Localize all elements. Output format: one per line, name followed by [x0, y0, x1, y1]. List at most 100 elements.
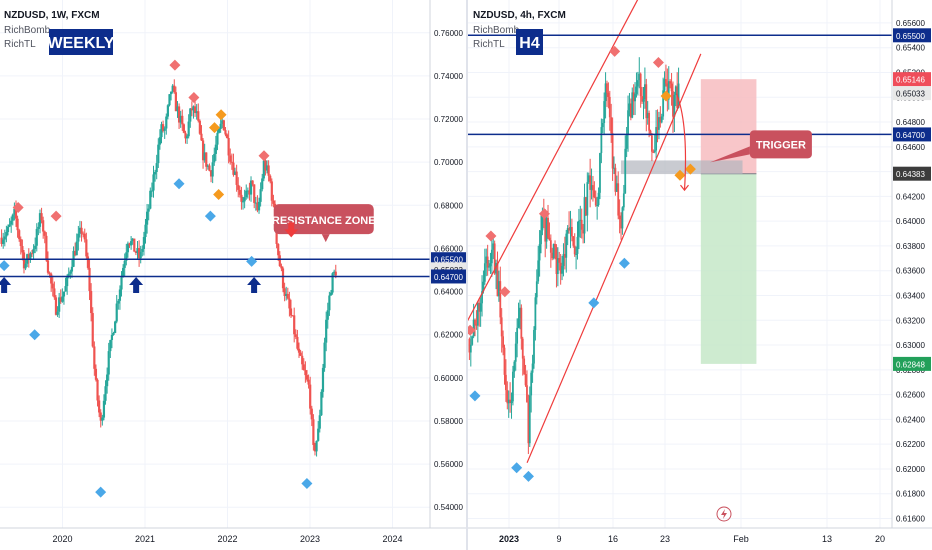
signal-diamond-marker: [485, 230, 497, 242]
candle: [545, 213, 548, 249]
x-tick-label: 2021: [135, 534, 155, 544]
candle: [628, 93, 631, 117]
candle: [325, 311, 328, 352]
take-profit-zone[interactable]: [700, 173, 757, 364]
candle: [294, 329, 297, 340]
candle: [639, 72, 642, 108]
candle: [102, 394, 106, 421]
candle: [299, 349, 302, 357]
h4-indicator-richtl[interactable]: RichTL: [473, 39, 505, 50]
down-arrow-icon: [284, 222, 299, 238]
signal-diamond-marker: [213, 189, 225, 201]
candle: [86, 252, 90, 270]
candle: [208, 163, 211, 172]
candle: [674, 85, 677, 107]
weekly-indicator-richbomb[interactable]: RichBomb: [4, 25, 51, 36]
weekly-chart-panel[interactable]: RESISTANCE ZONE 0.760000.740000.720000.7…: [0, 0, 466, 550]
candle: [104, 380, 107, 405]
stop-loss-zone[interactable]: [700, 79, 757, 174]
y-tick-label: 0.54000: [434, 503, 463, 512]
candle: [608, 90, 611, 131]
candle: [548, 222, 551, 241]
candle: [203, 143, 206, 163]
y-tick-label: 0.58000: [434, 417, 463, 426]
candle: [600, 118, 603, 164]
price-tag: [893, 166, 931, 181]
weekly-time-axis[interactable]: 2020 2021 2022 2023 2024: [52, 534, 402, 544]
x-tick-label: 20: [875, 534, 885, 544]
callout-label: RESISTANCE ZONE: [272, 215, 376, 227]
x-tick-label: 2024: [382, 534, 402, 544]
signal-diamond-marker: [522, 470, 534, 482]
candle: [323, 337, 326, 372]
up-arrow-icon: [129, 277, 144, 293]
signal-diamond-marker: [652, 57, 664, 69]
candle: [312, 414, 315, 451]
candle: [240, 186, 243, 210]
weekly-indicator-richtl[interactable]: RichTL: [4, 39, 36, 50]
y-tick-label: 0.62000: [896, 465, 925, 474]
weekly-price-axis[interactable]: 0.76000 0.74000 0.72000 0.70000 0.68000 0.660…: [434, 29, 463, 512]
lightning-icon[interactable]: [716, 506, 732, 522]
h4-trade-box[interactable]: [620, 79, 757, 364]
y-tick-label: 0.74000: [434, 72, 463, 81]
candle: [666, 68, 669, 112]
candle: [225, 133, 229, 139]
candle: [214, 135, 217, 161]
channel-line[interactable]: [468, 0, 642, 326]
resistance-zone-callout[interactable]: RESISTANCE ZONE: [272, 204, 376, 243]
candle: [528, 386, 531, 448]
candle: [580, 208, 583, 239]
price-tag-label: 0.65033: [896, 90, 925, 99]
candle: [229, 148, 232, 165]
candle: [625, 126, 628, 158]
candle: [253, 184, 256, 209]
y-tick-label: 0.63200: [896, 316, 925, 325]
candle: [604, 72, 607, 119]
h4-indicator-richbomb[interactable]: RichBomb: [473, 25, 520, 36]
y-tick-label: 0.64200: [896, 192, 925, 201]
h4-chart-panel[interactable]: TRIGGER 0.656000.654000.652000.650000.64…: [468, 0, 932, 550]
candle: [251, 180, 254, 187]
y-tick-label: 0.64600: [896, 143, 925, 152]
candle: [537, 245, 540, 284]
trigger-callout[interactable]: TRIGGER: [709, 130, 812, 163]
h4-badge: H4: [519, 35, 540, 52]
candle: [107, 342, 110, 381]
candle: [285, 286, 288, 301]
candle: [520, 304, 523, 350]
candle: [37, 222, 40, 236]
h4-channel[interactable]: [468, 0, 702, 464]
candle: [94, 364, 98, 382]
candle: [656, 109, 659, 143]
candle: [61, 288, 64, 303]
h4-time-axis[interactable]: 2023 9 16 23 Feb 13 20: [499, 534, 885, 544]
candle: [599, 152, 601, 200]
candle: [35, 223, 38, 252]
candle: [634, 82, 636, 116]
candle: [18, 228, 21, 242]
price-tag: [431, 269, 466, 284]
candle: [569, 210, 572, 249]
candle: [211, 155, 214, 184]
y-tick-label: 0.64800: [896, 118, 925, 127]
channel-line[interactable]: [526, 53, 702, 464]
panel-divider[interactable]: [466, 0, 468, 550]
candle: [109, 339, 112, 359]
candle: [96, 378, 99, 407]
candle: [249, 176, 253, 202]
candle: [155, 154, 158, 180]
candle: [136, 240, 139, 260]
candle: [54, 295, 58, 316]
price-tag-label: 0.65500: [896, 32, 925, 41]
signal-diamond-marker: [674, 169, 686, 181]
price-tag: [893, 127, 931, 142]
candle: [563, 236, 566, 270]
price-tag-label: 0.64700: [896, 131, 925, 140]
y-tick-label: 0.65400: [896, 44, 925, 53]
candle: [673, 91, 676, 133]
candle: [576, 221, 579, 260]
candle: [213, 147, 216, 166]
candle: [11, 213, 14, 226]
candle: [326, 302, 329, 329]
